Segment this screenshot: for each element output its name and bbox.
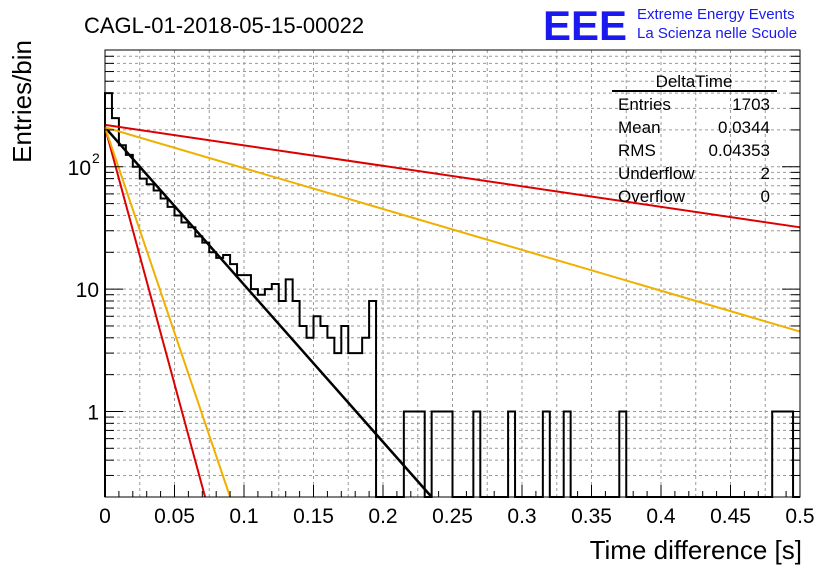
eee-logo: EEE Extreme Energy Events La Scienza nel… [543,2,797,49]
fit-curve [104,126,433,498]
fit-curve [104,123,801,229]
stats-label-underflow: Underflow [618,164,695,183]
stats-label-entries: Entries [618,95,671,114]
stats-label-mean: Mean [618,118,661,137]
y-tick-label-exponent: 2 [92,150,100,166]
x-tick-label: 0.2 [368,505,397,528]
axes: 0 0.05 0.1 0.15 0.2 0.25 0.3 0.35 0.4 0.45 0.5 1 10 1… [68,49,815,528]
stats-label-rms: RMS [618,141,656,160]
stats-value-mean: 0.0344 [718,118,770,137]
x-tick-label: 0.5 [785,505,814,528]
y-tick-label: 10 [68,157,91,180]
x-tick-label: 0.35 [571,505,612,528]
stats-box: DeltaTime Entries 1703 Mean 0.0344 RMS 0… [612,72,777,206]
x-tick-label: 0.25 [432,505,473,528]
eee-logo-line1: Extreme Energy Events [637,6,795,23]
y-tick-label: 1 [87,401,99,424]
x-axis-label: Time difference [s] [590,535,802,565]
x-tick-label: 0.15 [293,505,334,528]
x-tick-label: 0.45 [710,505,751,528]
x-tick-label: 0 [99,505,111,528]
y-tick-label: 10 [76,279,99,302]
x-tick-label: 0.4 [646,505,676,528]
stats-value-entries: 1703 [732,95,770,114]
fit-curve [104,127,207,498]
fit-curve [104,126,801,333]
stats-value-underflow: 2 [761,164,770,183]
stats-title: DeltaTime [656,72,733,91]
stats-value-rms: 0.04353 [709,141,770,160]
stats-label-overflow: Overflow [618,187,686,206]
eee-logo-mark: EEE [543,2,627,49]
fit-curve [104,127,232,498]
x-tick-label: 0.05 [154,505,195,528]
chart-title: CAGL-01-2018-05-15-00022 [84,13,364,38]
x-tick-label: 0.1 [229,505,258,528]
stats-value-overflow: 0 [761,187,770,206]
eee-logo-line2: La Scienza nelle Scuole [637,25,797,42]
y-axis-label: Entries/bin [7,40,37,163]
fit-curves [104,123,801,498]
x-tick-label: 0.3 [507,505,536,528]
